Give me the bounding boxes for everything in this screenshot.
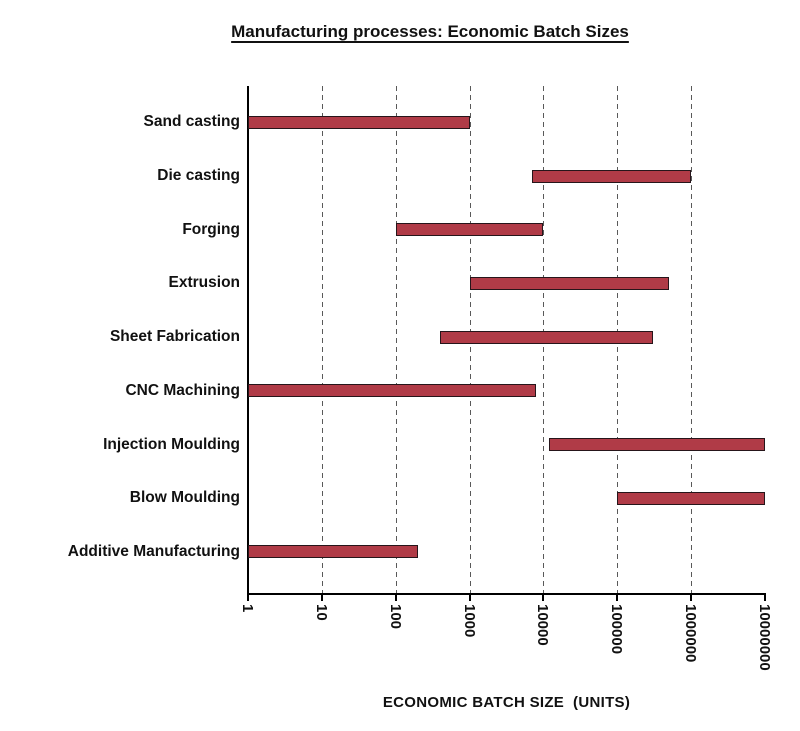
category-label: Additive Manufacturing xyxy=(67,542,240,560)
x-axis-tick xyxy=(247,594,249,601)
vertical-gridline xyxy=(691,86,693,593)
category-label: Die casting xyxy=(157,167,240,184)
x-tick-label: 1000000 xyxy=(682,604,700,663)
category-label: Sand casting xyxy=(143,113,240,131)
range-bar xyxy=(617,491,765,505)
category-label: Blow Moulding xyxy=(129,489,240,507)
x-tick-label: 100 xyxy=(386,604,404,630)
category-label: Forging xyxy=(182,220,240,238)
x-axis-tick xyxy=(616,594,619,601)
x-tick-label: 100000 xyxy=(608,604,626,655)
category-label: CNC Machining xyxy=(125,381,240,399)
range-bar xyxy=(248,384,537,398)
category-label: Extrusion xyxy=(168,274,240,292)
category-label: Sheet Fabrication xyxy=(109,328,240,346)
chart-title: Manufacturing processes: Economic Batch … xyxy=(231,22,629,41)
y-axis-line xyxy=(247,86,249,595)
x-tick-label: 1000 xyxy=(460,604,478,638)
vertical-gridline xyxy=(395,86,397,593)
x-tick-label: 1 xyxy=(239,604,256,613)
x-tick-label: 10 xyxy=(312,604,330,621)
x-axis-tick xyxy=(320,594,323,601)
vertical-gridline xyxy=(321,86,323,593)
range-bar xyxy=(248,545,418,559)
range-bar xyxy=(469,276,669,290)
x-axis-title: ECONOMIC BATCH SIZE (UNITS) xyxy=(382,694,631,711)
x-axis-tick xyxy=(764,594,766,601)
x-axis-tick xyxy=(542,594,545,601)
x-axis-line xyxy=(247,593,766,595)
range-bar xyxy=(395,223,544,237)
range-bar xyxy=(531,169,692,183)
x-axis-tick xyxy=(394,594,397,601)
range-bar xyxy=(440,330,653,344)
x-axis-tick xyxy=(690,594,693,601)
range-bar xyxy=(549,438,765,451)
range-bar xyxy=(248,115,470,129)
x-tick-label: 10000000 xyxy=(756,604,773,671)
x-axis-tick xyxy=(468,594,471,601)
category-label: Injection Moulding xyxy=(103,435,240,453)
x-tick-label: 10000 xyxy=(534,604,552,646)
